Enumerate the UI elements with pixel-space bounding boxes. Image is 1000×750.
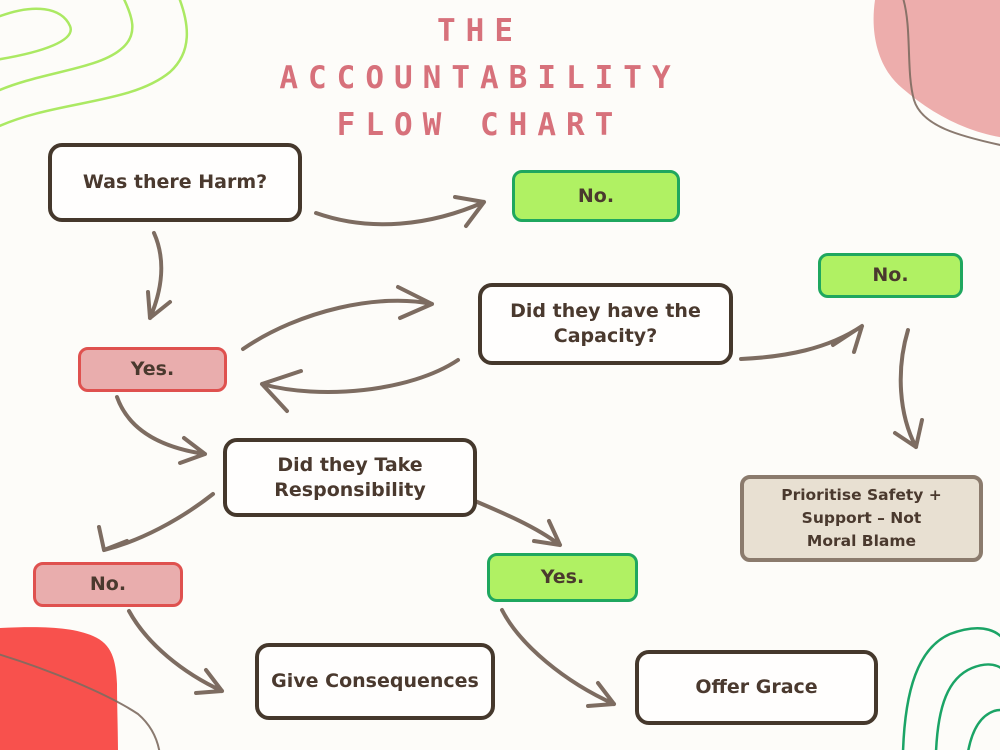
thin-line-decoration-bottom-left [0,653,161,750]
arrow-harm-to-no [314,195,486,228]
node-yes-left: Yes. [78,347,227,392]
arrow-no-to-consequences [127,609,224,695]
node-did-they-have-capacity: Did they have the Capacity? [478,283,733,365]
green-arc-decoration [901,627,1000,750]
node-give-consequences: Give Consequences [255,643,495,720]
arrow-capacity-to-yes [260,358,460,413]
green-arc-decoration [967,708,1000,750]
arrow-capacity-to-no [739,324,864,361]
node-was-there-harm: Was there Harm? [48,143,302,222]
node-yes-bottom: Yes. [487,553,638,602]
node-no-bottom: No. [33,562,183,607]
lime-squiggle-line [0,0,134,92]
node-offer-grace: Offer Grace [635,650,878,725]
red-blob-decoration [0,627,118,750]
node-did-they-take-responsibility: Did they Take Responsibility [223,438,477,517]
arrow-yes-to-capacity [241,285,434,351]
node-prioritise-safety: Prioritise Safety + Support – Not Moral … [740,475,983,562]
thin-line-decoration-top-right [902,0,1000,146]
lime-squiggle-line [0,0,188,128]
node-no-right: No. [818,253,963,298]
green-arc-decoration [934,663,1000,750]
pink-blob-decoration [873,0,1000,138]
arrow-no-to-prioritise [893,328,924,449]
arrow-harm-to-yes [146,231,172,320]
node-no-top: No. [512,170,680,222]
chart-title: THE ACCOUNTABILITY FLOW CHART [279,13,681,143]
arrow-responsibility-to-no [97,492,215,552]
arrow-yes-to-grace [500,608,616,708]
lime-squiggle-line [0,7,72,61]
arrow-yes-to-responsibility [115,395,207,465]
